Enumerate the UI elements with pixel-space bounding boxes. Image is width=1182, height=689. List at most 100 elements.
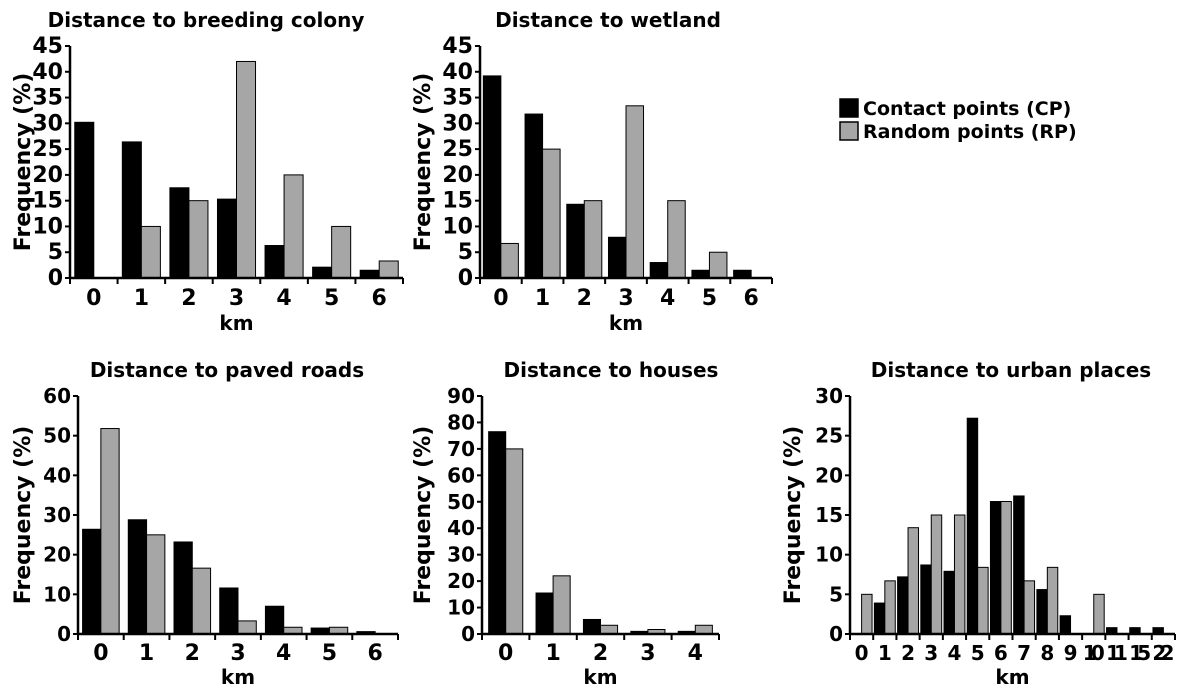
legend-label-cp: Contact points (CP)	[863, 98, 1071, 120]
bar-cp-4	[264, 605, 285, 635]
y-tick-label: 35	[442, 86, 473, 111]
x-tick-label: 1	[139, 641, 154, 666]
bar-cp-0	[488, 431, 507, 635]
y-tick-label: 30	[32, 111, 63, 136]
x-tick-label: 4	[948, 641, 962, 665]
bar-cp-4	[649, 262, 669, 279]
bar-cp-1	[535, 592, 554, 635]
bar-rp-4	[283, 174, 304, 279]
x-tick-label: 5	[702, 286, 717, 311]
y-tick-label: 25	[815, 424, 843, 448]
y-tick-label: 0	[829, 622, 843, 646]
y-tick-label: 5	[48, 240, 63, 265]
bar-rp-7	[1023, 580, 1036, 635]
y-tick-label: 15	[442, 189, 473, 214]
y-tick-label: 20	[43, 543, 71, 567]
x-tick-label: 6	[372, 286, 387, 311]
x-tick-label: 1	[878, 641, 892, 665]
bar-cp-0	[82, 528, 102, 635]
y-tick-label: 60	[447, 463, 475, 487]
bar-rp-2	[583, 200, 603, 279]
x-tick-label: 4	[660, 286, 675, 311]
x-tick-label: 1	[134, 286, 149, 311]
chart-title: Distance to houses	[504, 358, 719, 382]
y-tick-label: 90	[447, 384, 475, 408]
y-tick-label: 35	[32, 86, 63, 111]
x-tick-label: 4	[276, 286, 291, 311]
x-tick-label: 3	[230, 641, 245, 666]
x-tick-label: 3	[618, 286, 633, 311]
bar-cp-1	[127, 519, 148, 635]
bar-rp-4	[667, 200, 686, 279]
bar-rp-4	[953, 514, 966, 635]
x-tick-label: 0	[86, 286, 101, 311]
legend: Contact points (CP) Random points (RP)	[839, 98, 1077, 143]
x-tick-label: 11	[1106, 641, 1128, 665]
y-tick-label: 10	[442, 214, 473, 239]
x-axis-label: km	[219, 311, 253, 335]
y-tick-label: 20	[447, 569, 475, 593]
y-tick-label: 45	[442, 34, 473, 59]
y-axis-label: Frequency (%)	[11, 73, 36, 252]
x-axis-label: km	[995, 665, 1029, 689]
x-tick-label: 22	[1152, 641, 1174, 665]
y-tick-label: 0	[458, 266, 473, 291]
bar-cp-3	[607, 236, 627, 279]
legend-swatch-rp	[839, 121, 859, 141]
y-tick-label: 0	[57, 622, 71, 646]
y-tick-label: 20	[442, 163, 473, 188]
y-tick-label: 40	[447, 516, 475, 540]
x-tick-label: 7	[1017, 641, 1031, 665]
x-tick-label: 6	[743, 286, 758, 311]
chart-panel-1: Distance to breeding colony Frequency (%)…	[11, 8, 404, 335]
x-tick-label: 6	[994, 641, 1008, 665]
bar-rp-4	[694, 624, 713, 635]
x-tick-label: 5	[324, 286, 339, 311]
bar-cp-2	[566, 203, 585, 279]
bar-rp-0	[505, 448, 524, 635]
y-tick-label: 40	[32, 60, 63, 85]
x-tick-label: 1	[545, 641, 560, 666]
x-tick-label: 2	[577, 286, 592, 311]
bar-rp-3	[236, 60, 257, 279]
x-tick-label: 2	[593, 641, 608, 666]
x-tick-label: 2	[901, 641, 915, 665]
bar-rp-1	[140, 225, 161, 279]
x-axis-label: km	[221, 665, 255, 689]
bar-cp-3	[920, 564, 932, 635]
y-tick-label: 10	[447, 596, 475, 620]
y-tick-label: 30	[815, 384, 843, 408]
chart-title: Distance to paved roads	[90, 358, 364, 382]
y-tick-label: 10	[43, 582, 71, 606]
chart-title: Distance to breeding colony	[48, 8, 365, 32]
y-axis-label: Frequency (%)	[411, 73, 436, 252]
y-tick-label: 70	[447, 437, 475, 461]
bar-rp-5	[977, 566, 989, 635]
bar-rp-2	[600, 624, 619, 635]
y-tick-label: 80	[447, 410, 475, 434]
x-tick-label: 15	[1129, 641, 1151, 665]
y-tick-label: 0	[48, 266, 63, 291]
x-tick-label: 0	[855, 641, 869, 665]
y-tick-label: 40	[442, 60, 473, 85]
y-tick-label: 10	[32, 214, 63, 239]
bar-cp-3	[216, 198, 238, 279]
x-axis-label: km	[583, 665, 617, 689]
y-tick-label: 5	[458, 240, 473, 265]
y-axis-label: Frequency (%)	[781, 426, 806, 605]
y-tick-label: 15	[32, 189, 63, 214]
x-tick-label: 4	[688, 641, 703, 666]
x-tick-label: 6	[367, 641, 382, 666]
bar-rp-1	[542, 148, 561, 279]
y-axis-label: Frequency (%)	[411, 426, 436, 605]
bar-rp-6	[378, 260, 399, 279]
chart-title: Distance to wetland	[495, 8, 721, 32]
y-tick-label: 60	[43, 384, 71, 408]
x-tick-label: 1	[535, 286, 550, 311]
x-tick-label: 5	[322, 641, 337, 666]
bar-cp-5	[966, 417, 979, 635]
bar-rp-8	[1046, 566, 1059, 635]
bar-rp-5	[708, 251, 728, 279]
bar-cp-4	[943, 570, 955, 635]
